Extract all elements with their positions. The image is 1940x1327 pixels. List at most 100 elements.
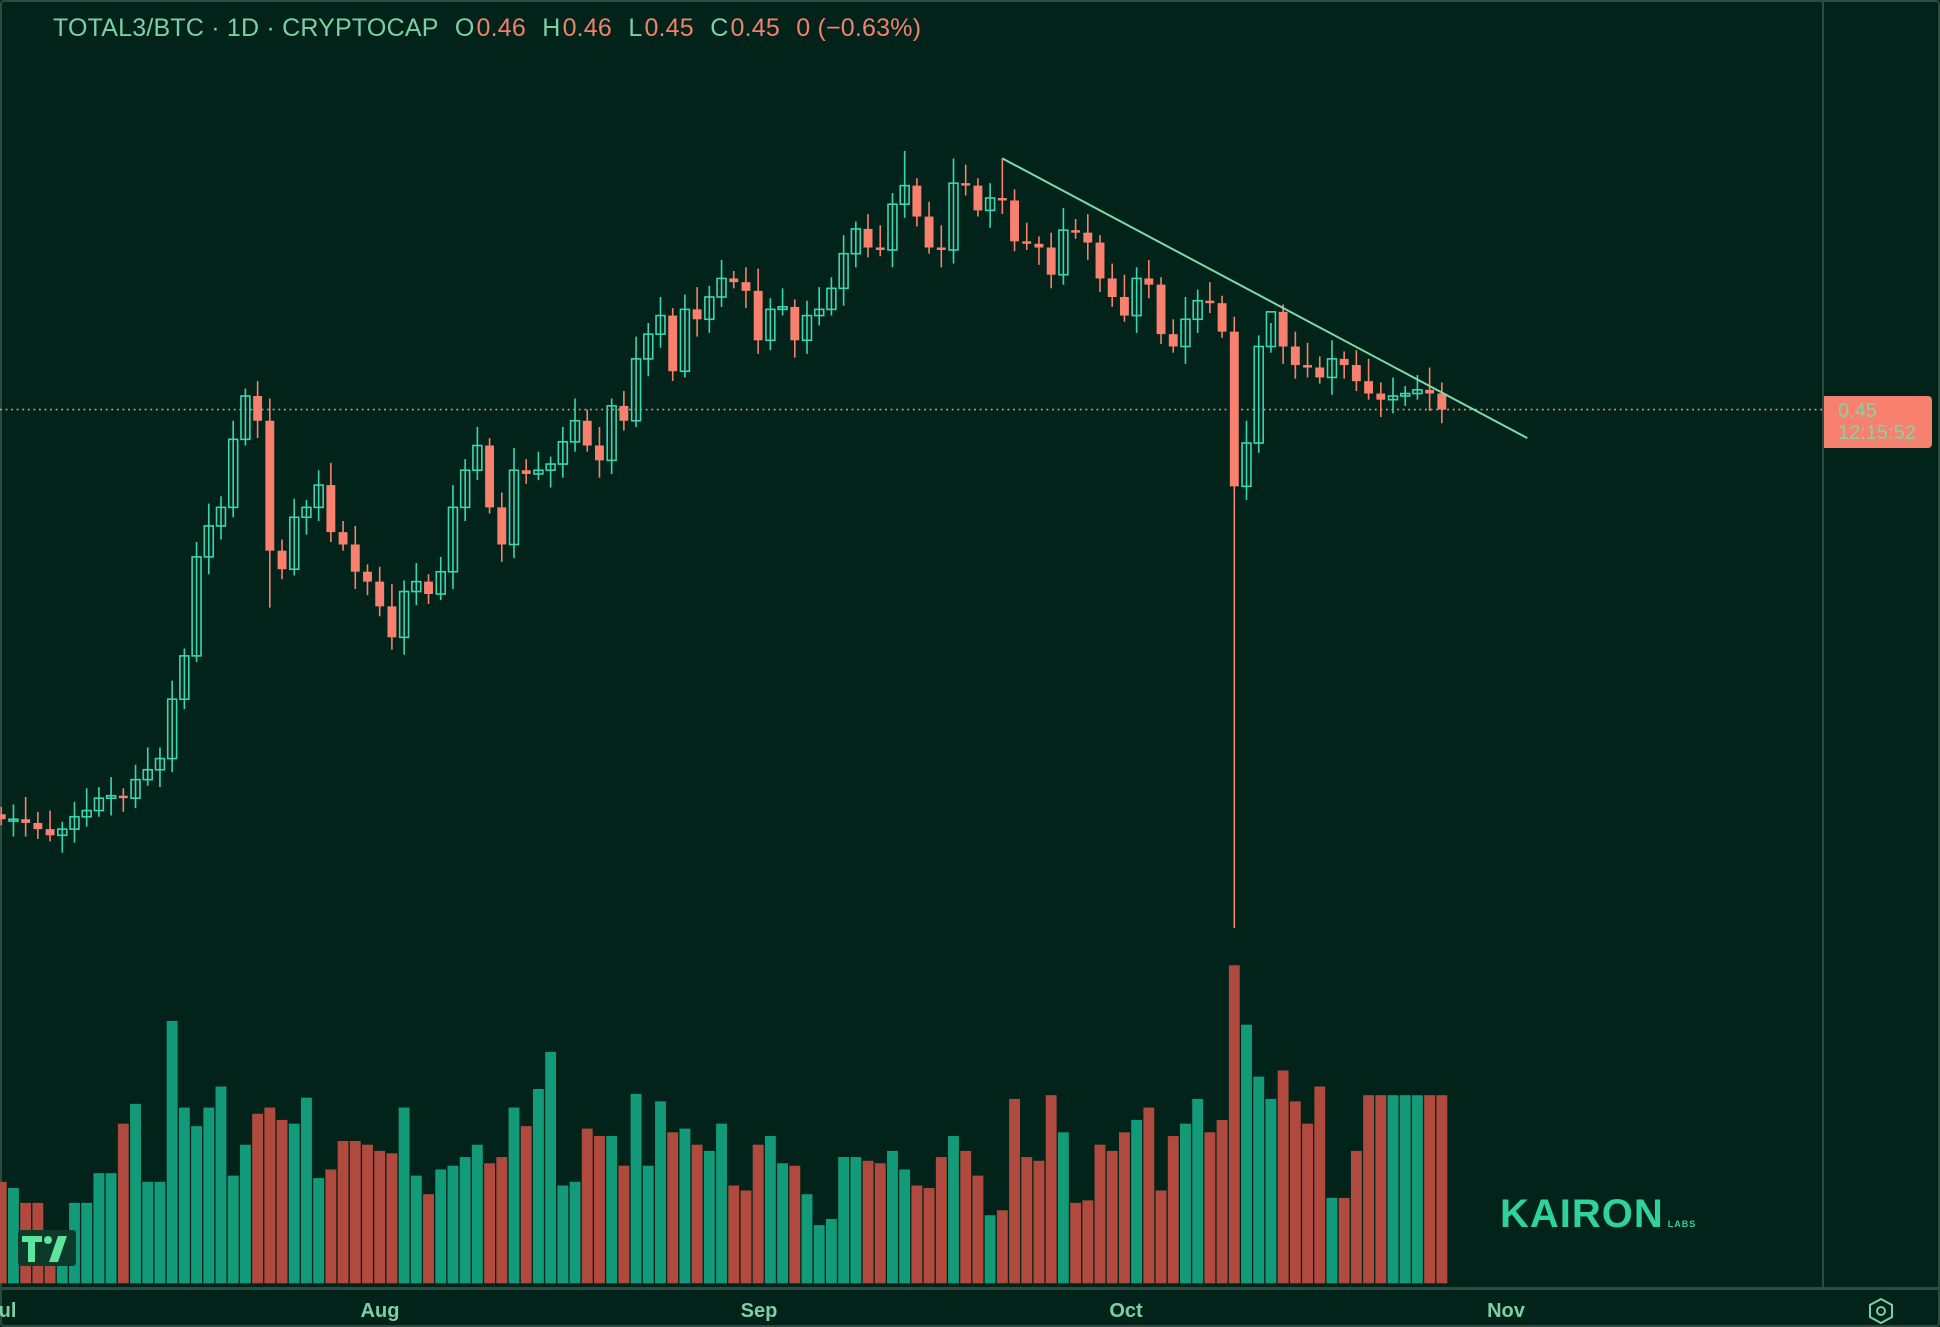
volume-bar — [960, 1150, 972, 1284]
candle — [569, 398, 581, 452]
candle — [1010, 189, 1019, 252]
volume-bar — [813, 1225, 825, 1284]
volume-bar — [105, 1173, 117, 1284]
volume-bar — [215, 1086, 227, 1284]
candle-body — [533, 469, 544, 475]
candle-body — [0, 814, 6, 820]
candle — [350, 525, 360, 590]
candle — [1192, 289, 1203, 333]
candle-body — [375, 581, 385, 607]
candle-body — [1144, 278, 1154, 285]
volume-bar — [423, 1194, 434, 1284]
volume-bar — [642, 1165, 654, 1284]
change-value: 0 (−0.63%) — [796, 14, 922, 42]
candle-body — [973, 185, 983, 211]
volume-bar — [301, 1097, 312, 1284]
x-tick-aug: Aug — [360, 1300, 400, 1322]
candle — [887, 193, 898, 268]
candle-body — [875, 247, 885, 250]
candle-body — [1241, 442, 1252, 488]
candle-body — [253, 396, 263, 421]
last-price: 0.45 — [1838, 400, 1877, 422]
trendline[interactable] — [1001, 157, 1528, 439]
volume-bar — [1204, 1132, 1216, 1284]
candle — [1315, 356, 1325, 384]
time-axis[interactable] — [0, 1287, 1940, 1327]
volume-bar — [1009, 1098, 1020, 1284]
candle-body — [801, 314, 813, 342]
candle — [142, 747, 153, 786]
volume-bar — [459, 1157, 471, 1284]
candle — [679, 294, 691, 378]
candle-body — [191, 556, 202, 657]
candle — [288, 498, 300, 576]
candle — [8, 804, 19, 837]
price-chart[interactable] — [0, 0, 1822, 1287]
candle — [1180, 297, 1191, 364]
candle-body — [545, 463, 556, 472]
volume-bar — [764, 1136, 776, 1284]
candle — [984, 183, 996, 228]
price-axis[interactable] — [1822, 0, 1940, 1287]
candle — [1265, 311, 1277, 353]
candle-body — [277, 550, 287, 570]
volume-bar — [1131, 1119, 1143, 1284]
volume-bar — [1424, 1095, 1436, 1284]
candle-body — [1071, 230, 1081, 233]
candle-body — [1326, 358, 1338, 379]
volume-bar — [630, 1093, 642, 1284]
volume-bar — [496, 1157, 508, 1284]
candle-body — [435, 570, 447, 595]
volume-bar — [1314, 1086, 1326, 1284]
candle-body — [166, 698, 178, 760]
volume-bar — [1436, 1095, 1448, 1284]
candle-body — [521, 470, 531, 474]
candle — [655, 297, 666, 348]
volume-bar — [777, 1163, 789, 1284]
candle-body — [93, 797, 105, 812]
candle-body — [497, 507, 507, 545]
logo-sub: LABS — [1667, 1219, 1697, 1229]
candle-body — [1107, 278, 1117, 297]
candle-body — [338, 532, 348, 545]
candle — [790, 299, 800, 358]
candle — [166, 680, 178, 773]
candle-body — [1303, 365, 1313, 368]
open-value: 0.46 — [476, 14, 526, 42]
candle — [1253, 335, 1264, 453]
candle — [81, 788, 92, 827]
volume-bar — [1253, 1076, 1265, 1284]
candle-body — [472, 444, 483, 472]
candle-body — [485, 445, 495, 508]
close-value: 0.45 — [730, 14, 780, 42]
candle — [1376, 382, 1386, 418]
volume-bar — [1216, 1119, 1228, 1284]
volume-bar — [1411, 1095, 1423, 1284]
settings-icon[interactable] — [1866, 1296, 1896, 1326]
logo-text: KAIRON — [1500, 1192, 1664, 1236]
candle-body — [1192, 299, 1203, 321]
candle-body — [887, 203, 898, 251]
low-value: 0.45 — [644, 14, 694, 42]
volume-bar — [850, 1157, 862, 1284]
candle-body — [21, 819, 31, 823]
candle — [253, 381, 263, 439]
volume-bar — [569, 1181, 581, 1284]
candle-body — [447, 506, 459, 573]
tradingview-logo[interactable] — [18, 1230, 76, 1266]
candle-body — [557, 440, 569, 465]
candle — [435, 556, 447, 601]
volume-bar — [264, 1107, 276, 1284]
candle — [277, 539, 287, 580]
volume-bar — [655, 1101, 666, 1284]
candle — [485, 438, 495, 514]
volume-bar — [239, 1144, 251, 1284]
volume-bar — [935, 1157, 947, 1284]
volume-bar — [93, 1173, 105, 1284]
candle — [704, 285, 715, 333]
candle-body — [179, 655, 190, 700]
candle-body — [387, 606, 397, 638]
symbol-title: TOTAL3/BTC · 1D · CRYPTOCAP — [53, 14, 439, 42]
candle-body — [142, 768, 153, 781]
volume-bar — [1277, 1070, 1289, 1284]
